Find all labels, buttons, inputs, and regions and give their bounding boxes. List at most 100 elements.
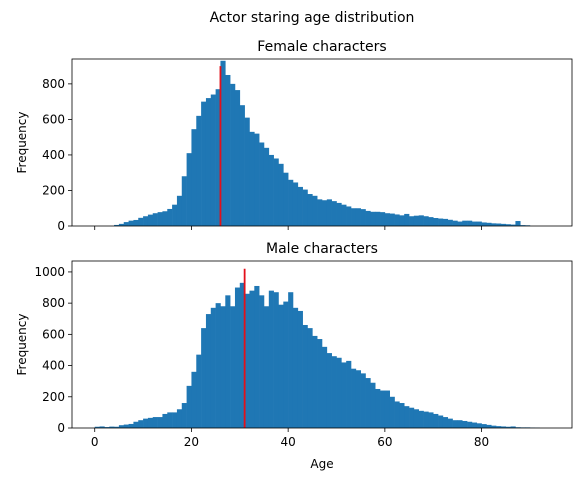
male-subplot-title: Male characters bbox=[266, 241, 378, 257]
male-histogram-bar bbox=[375, 388, 381, 428]
female-histogram-bar bbox=[176, 195, 183, 226]
female-histogram-bars bbox=[114, 60, 531, 227]
female-histogram-bar bbox=[346, 206, 352, 226]
male-histogram-bar bbox=[486, 424, 492, 428]
female-histogram-bar bbox=[380, 212, 386, 226]
female-histogram-bar bbox=[423, 216, 429, 226]
figure-suptitle: Actor staring age distribution bbox=[210, 10, 415, 26]
female-histogram-bar bbox=[259, 142, 265, 226]
female-histogram-bar bbox=[418, 215, 424, 226]
female-histogram-bar bbox=[375, 211, 381, 226]
male-histogram-bar bbox=[447, 418, 453, 428]
female-histogram-bar bbox=[360, 209, 366, 226]
female-histogram-bar bbox=[317, 199, 323, 226]
male-axes-frame bbox=[71, 260, 573, 429]
female-histogram-bar bbox=[215, 89, 221, 227]
male-histogram-bar bbox=[123, 424, 129, 428]
male-histogram-bar bbox=[273, 292, 279, 428]
male-histogram-bar bbox=[481, 424, 487, 428]
male-histogram-bar bbox=[500, 426, 507, 428]
female-histogram-bar bbox=[322, 200, 328, 226]
male-histogram-bar bbox=[365, 378, 371, 428]
female-histogram-bar bbox=[263, 147, 270, 226]
female-y-axis-label: Frequency bbox=[15, 112, 29, 174]
male-histogram-bar bbox=[433, 413, 439, 428]
male-histogram-bar bbox=[380, 390, 386, 428]
female-histogram-bar bbox=[143, 216, 149, 226]
male-histogram-bar bbox=[360, 373, 366, 428]
male-histogram-bar bbox=[263, 306, 270, 428]
female-histogram-bar bbox=[336, 202, 342, 226]
female-y-tick-label: 0 bbox=[57, 219, 65, 233]
female-histogram-bar bbox=[225, 74, 231, 226]
male-histogram-bar bbox=[312, 335, 318, 428]
male-histogram-bar bbox=[191, 371, 197, 428]
female-histogram-bar bbox=[510, 224, 516, 226]
female-histogram-bar bbox=[355, 208, 361, 226]
male-y-tick-label: 1000 bbox=[34, 265, 65, 279]
male-x-axis-label: Age bbox=[310, 457, 333, 471]
male-histogram-bar bbox=[384, 390, 390, 428]
male-histogram-bar bbox=[205, 314, 212, 428]
female-axes-frame bbox=[71, 58, 573, 227]
female-histogram-bar bbox=[123, 222, 129, 226]
male-histogram-bar bbox=[307, 328, 313, 428]
male-histogram-bar bbox=[292, 307, 299, 428]
female-histogram-bar bbox=[467, 220, 473, 226]
female-histogram-bar bbox=[283, 172, 289, 226]
female-histogram-bar bbox=[181, 176, 187, 226]
male-histogram-bar bbox=[496, 426, 502, 428]
male-histogram-bar bbox=[409, 407, 415, 428]
female-histogram-bar bbox=[138, 217, 144, 226]
male-histogram-bar bbox=[438, 415, 444, 428]
male-histogram-bar bbox=[172, 412, 178, 428]
female-histogram-bar bbox=[172, 204, 178, 226]
female-histogram-bar bbox=[471, 221, 478, 226]
male-histogram-bar bbox=[239, 282, 245, 428]
female-histogram-bar bbox=[394, 214, 400, 226]
male-y-axis-label: Frequency bbox=[15, 314, 29, 376]
male-histogram-bar bbox=[234, 287, 241, 428]
male-histogram-bar bbox=[413, 409, 420, 428]
female-y-tick-label: 400 bbox=[42, 148, 65, 162]
female-histogram-bar bbox=[167, 208, 173, 226]
male-histogram-bar bbox=[254, 285, 260, 428]
female-histogram-bar bbox=[133, 219, 139, 226]
male-x-tick-label: 60 bbox=[377, 435, 392, 449]
female-histogram-bar bbox=[428, 217, 434, 226]
female-histogram-bar bbox=[457, 221, 463, 226]
female-histogram-bar bbox=[462, 220, 468, 226]
male-histogram-bar bbox=[317, 339, 323, 428]
female-histogram-bar bbox=[210, 94, 216, 226]
female-histogram-bar bbox=[147, 214, 154, 226]
female-histogram-bar bbox=[205, 98, 212, 226]
female-histogram-bar bbox=[409, 216, 415, 226]
female-histogram-bar bbox=[505, 224, 511, 226]
male-x-tick-label: 80 bbox=[474, 435, 489, 449]
male-histogram-bar bbox=[462, 420, 468, 428]
male-histogram-bar bbox=[109, 426, 115, 428]
female-histogram-bar bbox=[186, 153, 192, 226]
male-histogram-bar bbox=[94, 426, 100, 428]
female-subplot-title: Female characters bbox=[257, 39, 386, 55]
male-histogram-bar bbox=[370, 382, 376, 428]
male-histogram-bar bbox=[196, 354, 202, 428]
male-histogram-bar bbox=[389, 396, 395, 428]
male-histogram-bar bbox=[210, 307, 216, 428]
female-histogram-bar bbox=[438, 218, 444, 226]
female-histogram-bar bbox=[433, 218, 439, 226]
male-y-tick-label: 400 bbox=[42, 359, 65, 373]
male-y-tick-label: 600 bbox=[42, 327, 65, 341]
female-characters-panel: 0 200 400 600 800 Female characters Frequency bbox=[15, 39, 573, 233]
female-histogram-bar bbox=[196, 115, 202, 226]
male-histogram-bar bbox=[99, 426, 105, 428]
male-histogram-bar bbox=[428, 412, 434, 428]
male-histogram-bar bbox=[288, 292, 294, 428]
male-histogram-bar bbox=[249, 290, 255, 428]
male-histogram-bar bbox=[399, 403, 405, 428]
female-histogram-bar bbox=[162, 211, 168, 226]
male-histogram-bar bbox=[355, 370, 361, 428]
male-y-tick-label: 200 bbox=[42, 390, 65, 404]
female-histogram-bar bbox=[244, 117, 250, 226]
